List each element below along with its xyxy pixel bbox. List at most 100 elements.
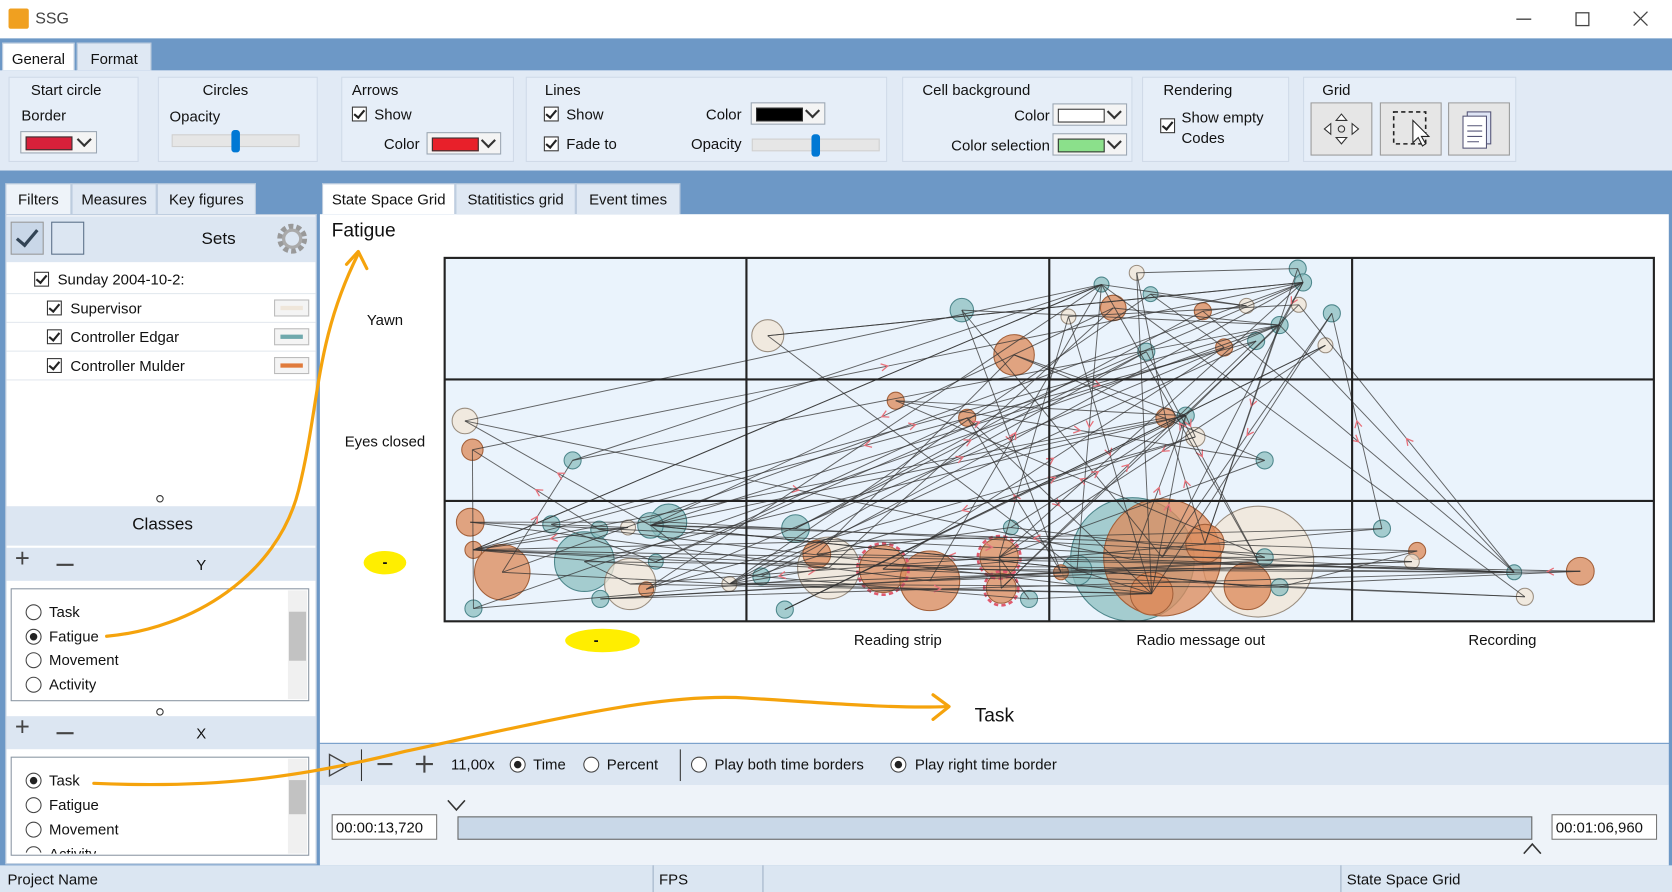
row-divider — [6, 350, 316, 352]
checkbox[interactable] — [1160, 118, 1176, 134]
cell-color-dropdown[interactable] — [1052, 103, 1128, 126]
faster-button[interactable] — [415, 755, 433, 773]
trajectory-line — [929, 561, 1412, 582]
select-button[interactable] — [1379, 102, 1442, 156]
start-time[interactable]: 00:00:13,720 — [331, 814, 438, 840]
add-button[interactable]: + — [14, 712, 30, 742]
trajectory-line — [599, 527, 629, 531]
main-tab[interactable]: Statitistics grid — [455, 183, 576, 215]
swatch-color — [280, 334, 303, 339]
class-option[interactable]: Fatigue — [49, 796, 99, 814]
swatch-color — [280, 363, 303, 368]
radio[interactable] — [690, 756, 707, 773]
direction-arrow — [961, 504, 970, 513]
start-marker[interactable] — [447, 799, 466, 812]
play-button[interactable] — [328, 753, 351, 778]
trajectory-line — [998, 459, 1265, 558]
checkbox[interactable] — [351, 106, 367, 122]
trajectory-line — [650, 525, 730, 585]
border-color-dropdown[interactable] — [20, 131, 98, 154]
timeline-bar[interactable] — [457, 816, 1533, 840]
direction-arrow — [1405, 437, 1414, 446]
check-all-button[interactable] — [10, 221, 44, 255]
trajectory-line — [650, 521, 669, 526]
trajectory-line — [828, 307, 1114, 569]
remove-button[interactable] — [56, 732, 74, 735]
line-color-dropdown[interactable] — [750, 102, 826, 125]
trajectory-line — [816, 354, 1015, 555]
class-option[interactable]: Activity — [49, 845, 97, 854]
swatch-color — [280, 305, 303, 311]
opacity-slider[interactable] — [171, 130, 300, 153]
trajectory-line — [473, 549, 1581, 572]
end-time[interactable]: 00:01:06,960 — [1551, 814, 1658, 840]
splitter-handle[interactable] — [154, 492, 167, 505]
direction-arrow — [971, 420, 981, 429]
trajectory-line — [998, 557, 1030, 600]
radio[interactable] — [25, 628, 42, 645]
trajectory-line — [645, 284, 1102, 590]
radio[interactable] — [509, 756, 526, 773]
class-option[interactable]: Fatigue — [49, 627, 99, 645]
group-title: Lines — [544, 80, 581, 99]
maximize[interactable] — [1575, 12, 1590, 27]
radio[interactable] — [583, 756, 600, 773]
label: Color — [1014, 106, 1050, 124]
radio[interactable] — [25, 821, 42, 838]
radio[interactable] — [25, 772, 42, 789]
settings-gear[interactable] — [274, 221, 310, 257]
direction-arrow — [955, 455, 965, 464]
class-option[interactable]: Movement — [49, 651, 119, 669]
line-opacity-slider[interactable] — [751, 134, 880, 157]
uncheck-all-button[interactable] — [51, 221, 85, 255]
arrow-color-dropdown[interactable] — [426, 132, 502, 155]
radio[interactable] — [25, 797, 42, 814]
radio[interactable] — [890, 756, 907, 773]
move-button[interactable] — [1310, 102, 1373, 156]
set-label: Controller Edgar — [70, 328, 180, 346]
selection-color-dropdown[interactable] — [1052, 133, 1128, 156]
radio[interactable] — [25, 676, 42, 693]
timeline-markers[interactable] — [446, 797, 1544, 859]
radio[interactable] — [25, 604, 42, 621]
trajectory-line — [473, 549, 762, 578]
panel-tab[interactable]: Key figures — [156, 183, 256, 215]
set-checkbox[interactable] — [34, 271, 50, 287]
panel-tab[interactable]: Measures — [71, 183, 157, 215]
class-option[interactable]: Task — [49, 771, 80, 789]
direction-arrow — [549, 533, 558, 542]
title-bar — [0, 0, 1672, 39]
main-tab[interactable]: Event times — [575, 183, 681, 215]
panel-tab[interactable]: Filters — [5, 183, 72, 215]
remove-button[interactable] — [56, 563, 74, 566]
y-title: Fatigue — [331, 219, 396, 241]
label: Color — [705, 105, 742, 123]
close[interactable] — [1633, 11, 1648, 27]
checkbox[interactable] — [543, 136, 559, 152]
set-label: Sunday 2004-10-2: — [57, 270, 185, 288]
class-option[interactable]: Task — [49, 603, 80, 621]
direction-arrow — [1078, 477, 1088, 486]
window-controls[interactable] — [1504, 6, 1664, 32]
trajectory-line — [471, 449, 474, 609]
set-checkbox[interactable] — [46, 329, 62, 345]
set-checkbox[interactable] — [46, 300, 62, 316]
set-checkbox[interactable] — [46, 358, 62, 373]
end-marker[interactable] — [1523, 842, 1542, 855]
label: Time — [533, 755, 566, 773]
main-tab[interactable]: State Space Grid — [322, 183, 456, 215]
class-option[interactable]: Movement — [49, 820, 119, 838]
radio[interactable] — [25, 652, 42, 669]
checkbox[interactable] — [543, 106, 559, 122]
row-label: - — [382, 553, 388, 571]
ribbon-tab[interactable]: General — [2, 42, 75, 71]
ribbon-tab[interactable]: Format — [76, 42, 152, 71]
add-button[interactable]: + — [14, 544, 30, 574]
divider — [1340, 865, 1342, 892]
trajectory-line — [502, 281, 1304, 573]
class-option[interactable]: Activity — [49, 675, 97, 693]
grid-buttons[interactable] — [1310, 102, 1514, 156]
trajectory-line — [767, 335, 1078, 571]
direction-arrow — [1195, 449, 1204, 458]
